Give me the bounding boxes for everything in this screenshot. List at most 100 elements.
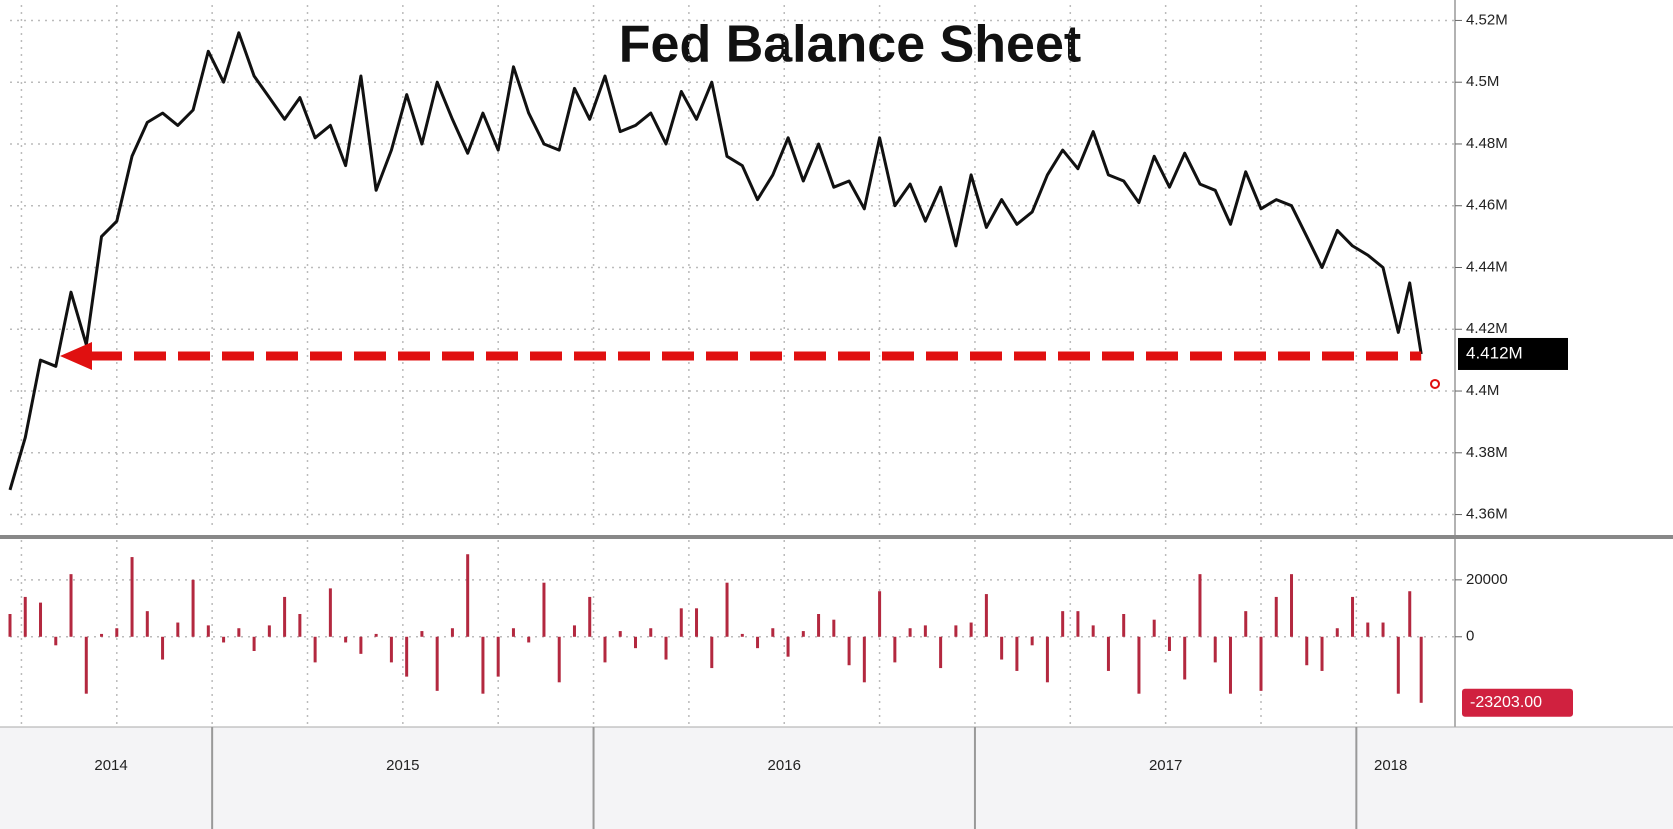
bar xyxy=(679,608,683,637)
bar xyxy=(1259,636,1263,691)
y-tick-label: 4.48M xyxy=(1466,135,1508,152)
bar xyxy=(298,614,302,637)
bar xyxy=(1137,636,1141,694)
last-value-box xyxy=(1462,688,1573,717)
bar xyxy=(1396,636,1400,694)
bar xyxy=(1183,636,1187,680)
bar xyxy=(1152,619,1156,637)
bar xyxy=(54,636,58,646)
bar xyxy=(649,628,653,637)
bar xyxy=(878,591,882,637)
y-tick-label: 4.38M xyxy=(1466,444,1508,461)
bar xyxy=(496,636,500,677)
bar xyxy=(725,582,729,637)
bar xyxy=(267,625,271,637)
bar xyxy=(664,636,668,660)
bar xyxy=(572,625,576,637)
x-tick-label: 2017 xyxy=(1149,757,1182,774)
bar xyxy=(1106,636,1110,671)
bar xyxy=(359,636,363,654)
bar xyxy=(1366,622,1370,637)
bar xyxy=(1198,574,1202,637)
bar xyxy=(527,636,531,643)
bar xyxy=(1244,611,1248,637)
bar xyxy=(206,625,210,637)
bar xyxy=(8,614,12,637)
bar xyxy=(23,596,27,637)
bar xyxy=(389,636,393,663)
bar xyxy=(237,628,241,637)
bar xyxy=(176,622,180,637)
bar xyxy=(1419,636,1423,703)
bar xyxy=(603,636,607,663)
bar xyxy=(69,574,73,637)
bar xyxy=(313,636,317,663)
bar xyxy=(435,636,439,691)
bar xyxy=(252,636,256,651)
bar xyxy=(420,631,424,637)
bar xyxy=(847,636,851,666)
bar xyxy=(39,602,43,637)
bar xyxy=(130,557,134,637)
bar xyxy=(115,628,119,637)
arrow-head xyxy=(60,341,92,370)
y-tick-label: 4.44M xyxy=(1466,258,1508,275)
bar xyxy=(633,636,637,649)
bar xyxy=(1320,636,1324,671)
bar xyxy=(145,611,149,637)
bar xyxy=(84,636,88,694)
x-axis-band xyxy=(0,727,1673,829)
bar xyxy=(954,625,958,637)
bar xyxy=(405,636,409,677)
line xyxy=(8,31,1423,491)
bar xyxy=(1408,591,1412,637)
bar xyxy=(1335,628,1339,637)
last-value-label: 4.412M xyxy=(1466,343,1523,362)
y-tick-label: 4.52M xyxy=(1466,11,1508,28)
bar xyxy=(374,633,378,637)
bar xyxy=(862,636,866,683)
y-tick-label: 20000 xyxy=(1466,571,1508,588)
bar xyxy=(466,554,470,637)
bar xyxy=(328,588,332,637)
bar xyxy=(893,636,897,663)
bar xyxy=(1351,596,1355,637)
bar xyxy=(908,628,912,637)
bar xyxy=(557,636,561,683)
bar xyxy=(756,636,760,649)
y-tick-label: 4.46M xyxy=(1466,197,1508,214)
bar xyxy=(588,596,592,637)
y-tick-label: 0 xyxy=(1466,628,1474,645)
y-tick-label: 4.36M xyxy=(1466,506,1508,523)
bar xyxy=(1045,636,1049,683)
bar xyxy=(1274,596,1278,637)
bar xyxy=(100,633,104,637)
bar xyxy=(450,628,454,637)
bar xyxy=(710,636,714,669)
marker-dot xyxy=(1430,378,1440,389)
bar xyxy=(283,596,287,637)
bar xyxy=(1122,614,1126,637)
bar xyxy=(740,633,744,637)
bar xyxy=(481,636,485,694)
bar xyxy=(984,594,988,637)
bar xyxy=(1381,622,1385,637)
bar xyxy=(542,582,546,637)
bar xyxy=(1076,611,1080,637)
bar xyxy=(1015,636,1019,671)
bar xyxy=(1213,636,1217,663)
bar xyxy=(511,628,515,637)
bar xyxy=(618,631,622,637)
bar xyxy=(695,608,699,637)
y-tick-label: 4.42M xyxy=(1466,320,1508,337)
bar xyxy=(1167,636,1171,651)
bar xyxy=(801,631,805,637)
bar xyxy=(1228,636,1232,694)
bar xyxy=(161,636,165,660)
bar xyxy=(191,579,195,637)
bar xyxy=(786,636,790,657)
bar xyxy=(344,636,348,643)
bar xyxy=(222,636,226,643)
chart-title: Fed Balance Sheet xyxy=(619,16,1081,74)
